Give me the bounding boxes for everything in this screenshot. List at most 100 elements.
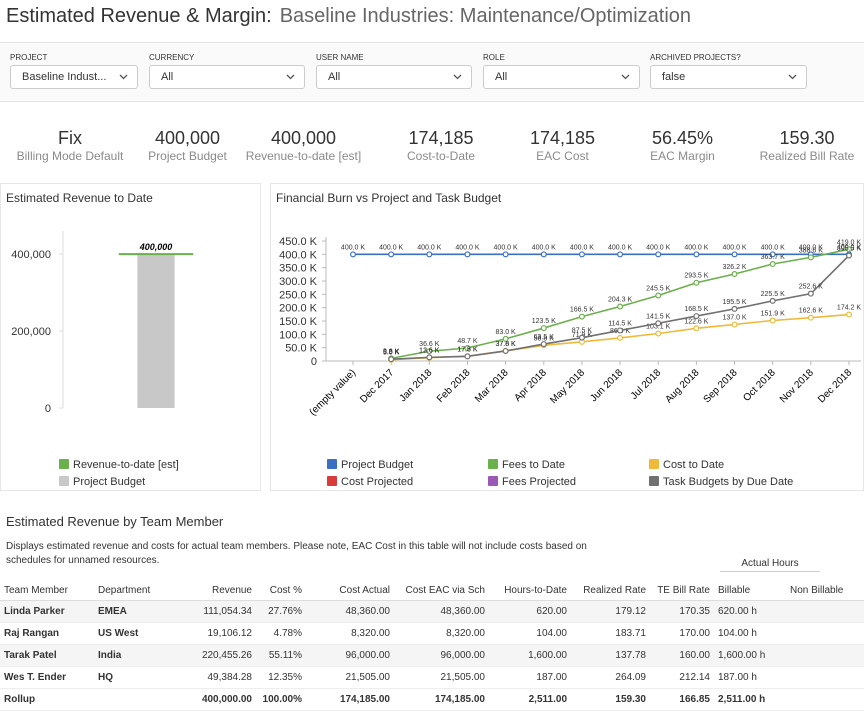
filter: USER NAME All (316, 53, 472, 89)
data-label: 400.0 K (684, 244, 708, 251)
data-label: 400.0 K (494, 244, 518, 251)
point (578, 334, 585, 341)
point (693, 251, 700, 258)
dropdown[interactable]: All (483, 65, 640, 89)
data-label: 17.8 K (457, 346, 478, 353)
kpi-label: Billing Mode Default (16, 149, 124, 163)
dropdown-value: Baseline Indust... (22, 71, 107, 83)
column-header: Non Billable (786, 580, 864, 601)
data-label: 17.5 K (457, 346, 478, 353)
x-tick-label: Aug 2018 (663, 367, 701, 405)
kpi-value: 159.30 (779, 128, 835, 148)
y-tick-label: 350.0 K (279, 263, 318, 275)
dropdown[interactable]: Baseline Indust... (10, 65, 138, 89)
y-tick-label: 200,000 (11, 326, 51, 338)
data-label: 388.6 K (799, 247, 823, 254)
dropdown-value: All (495, 71, 508, 83)
legend-label: Project Budget (73, 476, 145, 488)
table-cell: HQ (94, 666, 172, 689)
table-cell (786, 688, 864, 711)
table-row: Linda Parker EMEA 111,054.34 27.76% 48,360.0… (0, 600, 864, 623)
table-cell: 100.00% (256, 688, 306, 711)
data-label: 63.5 K (534, 334, 555, 341)
table-description: Displays estimated revenue and costs for… (6, 541, 587, 566)
kpi-value: 56.45% (651, 128, 714, 148)
header: Estimated Revenue & Margin: Baseline Indu… (6, 5, 691, 28)
kpi-label: Cost-to-Date (406, 149, 476, 163)
table-cell: Rollup (0, 688, 94, 711)
legend-swatch (649, 476, 659, 486)
column-header: Revenue (172, 580, 256, 601)
x-tick-label: Sep 2018 (702, 367, 740, 405)
column-header: TE Bill Rate (650, 580, 714, 601)
chevron (286, 74, 295, 80)
point (655, 251, 662, 258)
kpi-value: 174,185 (529, 128, 596, 148)
y-tick-label: 0 (311, 356, 317, 368)
table-cell: 159.30 (571, 688, 650, 711)
filter-label: ARCHIVED PROJECTS? (650, 53, 741, 62)
point (845, 246, 852, 253)
table-cell: 48,360.00 (306, 600, 394, 623)
point (540, 325, 547, 332)
y-tick-label: 200.0 K (279, 303, 318, 315)
table-cell: 179.12 (571, 600, 650, 623)
legend-swatch (59, 459, 69, 469)
filter: ARCHIVED PROJECTS? false (650, 53, 807, 89)
y-tick-label: 100.0 K (279, 329, 318, 341)
column-header: Cost Actual (306, 580, 394, 601)
point (693, 325, 700, 332)
point (731, 271, 738, 278)
table-cell: Linda Parker (0, 600, 94, 623)
legend-label: Cost Projected (341, 476, 413, 488)
point (464, 251, 471, 258)
column-header: Cost EAC via Sch (394, 580, 489, 601)
chevron (621, 74, 630, 80)
filter-label: PROJECT (10, 53, 48, 62)
table-cell: 264.09 (571, 666, 650, 689)
kpi-value: Fix (58, 128, 82, 148)
dropdown[interactable]: false (650, 65, 807, 89)
table-cell: 400,000.00 (172, 688, 256, 711)
table-cell: 160.00 (650, 644, 714, 667)
point (464, 353, 471, 360)
table-cell: 8,320.00 (306, 622, 394, 645)
table-row: Tarak Patel India 220,455.26 55.11% 96,000.0… (0, 644, 864, 667)
data-label: 419.0 K (837, 239, 861, 246)
data-label: 400.0 K (722, 244, 746, 251)
data-label: 400.0 K (570, 244, 594, 251)
table-cell: 620.00 h (714, 600, 786, 623)
chevron-icon (286, 74, 295, 80)
table-cell: 620.00 (489, 600, 571, 623)
table-cell: 4.78% (256, 622, 306, 645)
legend-label: Cost to Date (663, 459, 724, 471)
table-cell (786, 666, 864, 689)
data-label: 48.7 K (457, 338, 478, 345)
point (655, 330, 662, 337)
x-tick-label: Nov 2018 (778, 367, 816, 405)
data-label: 83.0 K (495, 329, 516, 336)
point (617, 303, 624, 310)
kpi-value: 174,185 (408, 128, 474, 148)
kpi-label: Realized Bill Rate (759, 149, 855, 163)
y-tick-label: 400.0 K (279, 249, 318, 261)
data-table: Team Member Department Revenue Cost % Cost A… (0, 580, 864, 711)
point (349, 251, 356, 258)
data-label: 58.8 K (534, 335, 555, 342)
point (769, 317, 776, 324)
kpi: 400,000 Project Budget (140, 128, 235, 164)
legend-label: Project Budget (341, 459, 413, 471)
data-label: 6.8 K (383, 349, 400, 356)
data-label: 87.5 K (572, 328, 593, 335)
dropdown[interactable]: All (316, 65, 472, 89)
filter: ROLE All (483, 53, 640, 89)
dropdown[interactable]: All (149, 65, 305, 89)
dropdown-value: All (328, 71, 341, 83)
table-cell: 1,600.00 (489, 644, 571, 667)
table-cell: 19,106.12 (172, 622, 256, 645)
point (502, 251, 509, 258)
chart: Financial Burn vs Project and Task Budge… (276, 191, 861, 488)
table-cell: 96,000.00 (306, 644, 394, 667)
chart-title: Estimated Revenue to Date (6, 191, 153, 205)
column-group-header: Actual Hours (720, 558, 820, 572)
